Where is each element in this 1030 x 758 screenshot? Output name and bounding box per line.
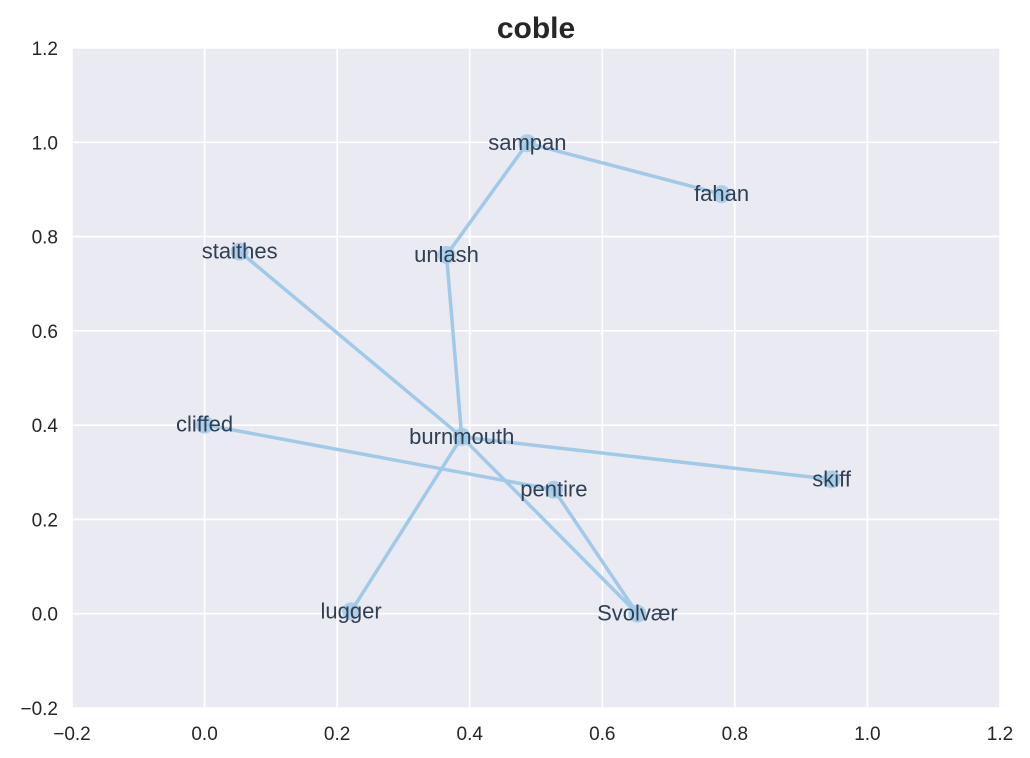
edges — [202, 141, 834, 616]
node-label-skiff: skiff — [812, 466, 852, 491]
node-label-cliffed: cliffed — [176, 412, 233, 437]
edge-unlash-burnmouth — [444, 253, 464, 439]
x-tick-label: 1.0 — [854, 724, 880, 745]
edge-pentire-Svolvær — [552, 487, 640, 616]
y-tick-label: 0.6 — [32, 322, 58, 343]
x-tick-label: 0.2 — [324, 724, 350, 745]
nodes — [195, 134, 841, 623]
y-tick-label: −0.2 — [20, 699, 58, 720]
node-label-sampan: sampan — [488, 130, 566, 155]
y-tick-label: 0.0 — [32, 605, 58, 626]
edge-staithes-burnmouth — [237, 249, 464, 439]
edge-burnmouth-skiff — [460, 435, 834, 482]
node-pentire — [544, 480, 563, 499]
x-tick-label: 0.8 — [722, 724, 748, 745]
node-Svolvær — [628, 604, 647, 623]
y-tick-label: 0.8 — [32, 228, 58, 249]
edge-sampan-unlash — [444, 141, 530, 257]
node-label-burnmouth: burnmouth — [409, 424, 514, 449]
node-label-fahan: fahan — [694, 181, 749, 206]
node-skiff — [822, 470, 841, 489]
y-tick-label: 1.0 — [32, 133, 58, 154]
x-tick-label: 0.4 — [457, 724, 484, 745]
edge-cliffed-pentire — [202, 422, 556, 492]
y-tick-label: 0.4 — [32, 416, 59, 437]
node-burnmouth — [452, 427, 471, 446]
edge-burnmouth-Svolvær — [460, 435, 640, 616]
node-label-Svolvær: Svolvær — [597, 601, 678, 626]
node-label-pentire: pentire — [520, 477, 587, 502]
y-tick-label: 0.2 — [32, 510, 58, 531]
node-label-unlash: unlash — [414, 242, 479, 267]
y-tick-label: 1.2 — [32, 39, 58, 60]
y-axis-ticks: −0.2 0.0 0.2 0.4 0.6 0.8 1.0 1.2 — [20, 39, 58, 720]
edge-sampan-fahan — [525, 141, 724, 196]
plot-area — [72, 48, 1000, 708]
node-label-staithes: staithes — [202, 239, 278, 264]
edge-burnmouth-lugger — [349, 435, 464, 614]
x-axis-ticks: −0.2 0.0 0.2 0.4 0.6 0.8 1.0 1.2 — [53, 724, 1013, 745]
x-tick-label: 1.2 — [987, 724, 1013, 745]
node-unlash — [437, 245, 456, 264]
node-fahan — [712, 185, 731, 204]
x-tick-label: −0.2 — [53, 724, 91, 745]
x-tick-label: 0.0 — [191, 724, 217, 745]
node-sampan — [518, 134, 537, 153]
node-label-lugger: lugger — [320, 598, 381, 623]
x-tick-label: 0.6 — [589, 724, 615, 745]
chart-title: coble — [497, 12, 575, 45]
node-labels: sampan fahan staithes unlash cliffed burnmout… — [176, 130, 852, 625]
node-staithes — [230, 242, 249, 261]
node-cliffed — [195, 415, 214, 434]
node-lugger — [342, 602, 361, 621]
